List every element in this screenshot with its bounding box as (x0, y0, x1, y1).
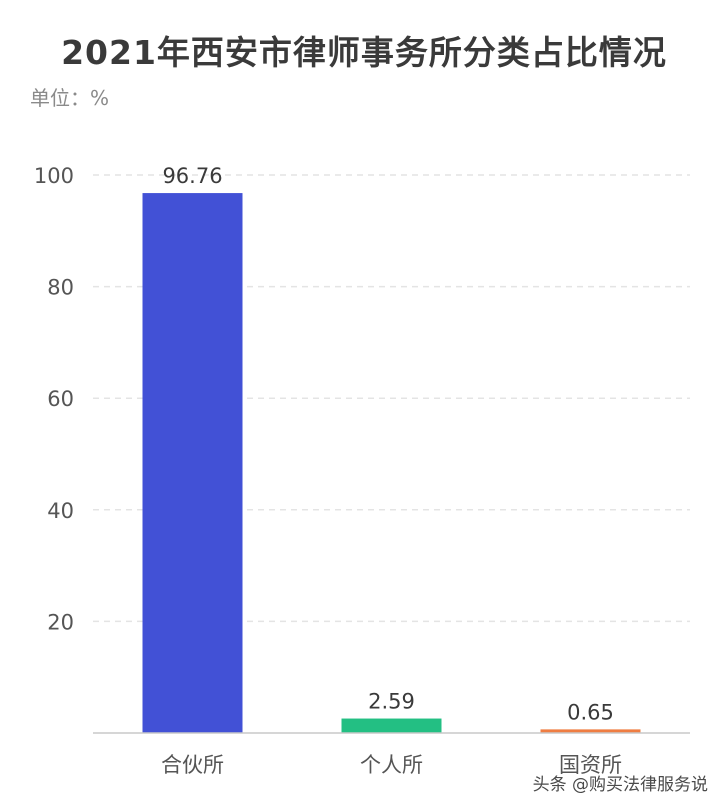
y-tick-label: 80 (47, 276, 74, 300)
x-category-label: 合伙所 (161, 753, 224, 777)
y-tick-label: 20 (47, 610, 74, 634)
x-category-label: 国资所 (559, 753, 622, 777)
x-category-label: 个人所 (360, 753, 423, 777)
y-axis-ticks: 20 40 60 80 100 (34, 164, 74, 634)
bar (142, 193, 243, 733)
y-tick-label: 100 (34, 164, 74, 188)
chart-title: 2021年西安市律师事务所分类占比情况 (61, 33, 667, 72)
data-labels: 96.76 2.59 0.65 (162, 164, 613, 724)
watermark: 头条 @购买法律服务说 (532, 775, 708, 795)
bar (540, 729, 641, 733)
y-tick-label: 60 (47, 387, 74, 411)
x-axis-categories: 合伙所 个人所 国资所 (161, 753, 622, 777)
unit-label: 单位：% (30, 86, 110, 110)
data-label: 0.65 (567, 700, 614, 724)
bar (341, 718, 442, 733)
data-label: 2.59 (368, 690, 415, 714)
data-label: 96.76 (162, 164, 222, 188)
y-tick-label: 40 (47, 499, 74, 523)
bars (142, 193, 641, 733)
